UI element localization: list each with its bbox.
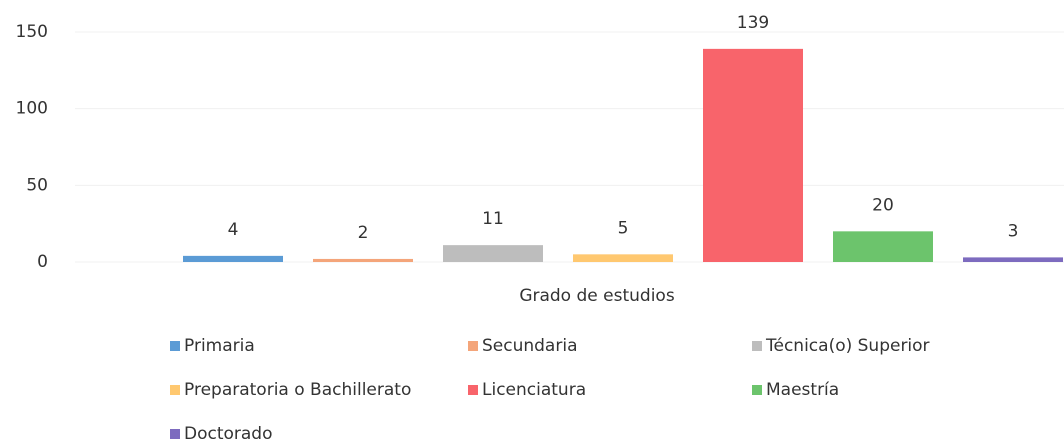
legend-label: Maestría [766,380,839,400]
bar [313,258,413,262]
legend-label: Técnica(o) Superior [765,336,930,356]
x-axis-label: Grado de estudios [519,286,675,306]
data-label: 3 [1008,221,1019,241]
bar [573,254,673,262]
data-label: 4 [228,220,239,240]
legend-swatch [752,341,762,351]
y-tick-label: 50 [26,175,48,195]
data-label: 2 [358,223,369,243]
bar [963,257,1063,262]
legend-swatch [170,429,180,439]
bar [703,48,803,262]
legend-swatch [468,341,478,351]
legend-swatch [170,341,180,351]
legend-swatch [468,385,478,395]
y-tick-label: 100 [16,99,48,119]
data-label: 5 [618,218,629,238]
data-label: 139 [737,13,769,33]
legend-label: Preparatoria o Bachillerato [184,380,411,400]
data-label: 20 [872,195,894,215]
bar [443,245,543,262]
legend-swatch [170,385,180,395]
legend-swatch [752,385,762,395]
y-tick-label: 0 [37,252,48,272]
y-tick-label: 150 [16,22,48,42]
legend-label: Secundaria [482,336,577,356]
bar [833,231,933,262]
legend-label: Doctorado [184,424,273,444]
bar [183,255,283,262]
legend-label: Primaria [184,336,255,356]
data-label: 11 [482,209,504,229]
legend-label: Licenciatura [482,380,586,400]
